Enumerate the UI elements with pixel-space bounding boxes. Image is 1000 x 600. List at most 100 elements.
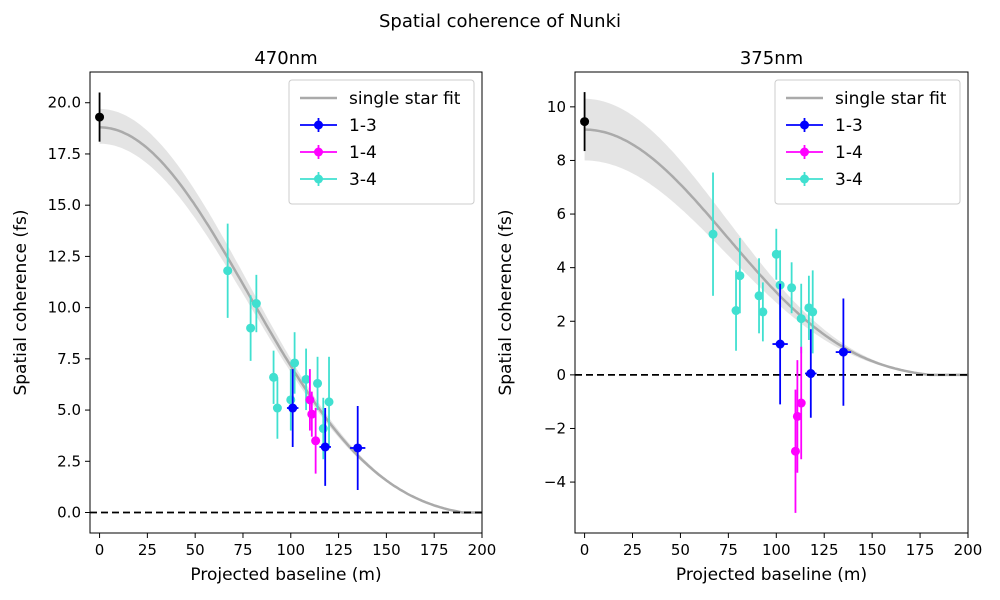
chart1-ytick-label-7: 10 — [547, 98, 566, 116]
chart0-fit-band — [99, 108, 482, 513]
chart1-zero-baseline-point — [580, 92, 590, 152]
chart0-legend: single star fit 1-3 1-4 3-4 — [288, 79, 475, 205]
chart0-xtick-label-5: 125 — [324, 541, 353, 559]
chart0-legend-entry-s13: 1-3 — [300, 116, 377, 136]
chart0-ytick-label-3: 7.5 — [57, 350, 81, 368]
chart0-ylabel: Spatial coherence (fs) — [11, 209, 31, 395]
chart0-point-3-4-8 — [313, 356, 323, 411]
chart1-xtick-label-2: 50 — [671, 541, 690, 559]
chart1-point-1-3-2 — [835, 298, 852, 406]
chart1-xtick-label-6: 150 — [858, 541, 887, 559]
chart0-title: 470nm — [254, 48, 317, 69]
chart0-point-3-4-9-marker — [318, 424, 328, 434]
chart0-fit-line — [99, 126, 482, 514]
chart1-ytick-label-2: 0 — [556, 366, 566, 384]
chart1-fit-band — [584, 98, 968, 375]
chart0-point-1-3-0-marker — [288, 403, 298, 413]
chart1-legend-marker-s13 — [800, 120, 809, 130]
chart0-xtick-label-2: 50 — [186, 541, 205, 559]
chart0-point-1-3-0 — [286, 369, 299, 447]
chart0-legend-entry-s34: 3-4 — [300, 170, 377, 190]
chart0-ytick-label-2: 5.0 — [57, 401, 81, 419]
chart0-ytick-label-8: 20.0 — [48, 94, 81, 112]
chart1-xtick-label-7: 175 — [906, 541, 935, 559]
chart0-point-3-4-10 — [324, 356, 334, 447]
chart0-point-3-4-2-marker — [251, 299, 261, 309]
chart1-legend-entry-s34: 3-4 — [786, 170, 863, 190]
chart0-point-3-4-7-marker — [301, 374, 311, 384]
chart0-point-1-4-0-marker — [305, 395, 315, 405]
chart0-point-1-3-2 — [350, 405, 366, 490]
chart1-xlabel: Projected baseline (m) — [676, 565, 867, 585]
chart0-ytick-label-4: 10.0 — [48, 299, 81, 317]
chart0-point-1-3-2-marker — [353, 443, 363, 453]
chart1-legend-label-s13: 1-3 — [835, 116, 863, 136]
chart0-ytick-label-5: 12.5 — [48, 247, 81, 265]
chart0-point-1-3-1 — [319, 408, 331, 486]
chart0-point-3-4-0-marker — [223, 266, 233, 276]
chart0-zero-baseline-point — [95, 92, 105, 142]
chart1-point-3-4-1 — [731, 270, 741, 351]
chart1-legend-label-s14: 1-4 — [835, 143, 863, 163]
chart0-legend-entry-s14: 1-4 — [300, 143, 377, 163]
chart1-point-3-4-8-marker — [796, 314, 806, 324]
chart1-point-1-4-0-marker — [790, 446, 800, 456]
chart1-legend-entry-fit: single star fit — [786, 89, 947, 109]
chart0-legend-label-s14: 1-4 — [349, 143, 377, 163]
chart0-legend-marker-s13 — [314, 120, 323, 130]
chart0-legend-label-fit: single star fit — [349, 89, 461, 109]
chart0-legend-marker-s34 — [314, 174, 323, 184]
chart1-title: 375nm — [740, 48, 803, 69]
chart0-point-3-4-6-marker — [290, 358, 300, 368]
chart1-legend-entry-s13: 1-3 — [786, 116, 863, 136]
chart1-point-3-4-4 — [758, 282, 768, 342]
chart0-xtick-label-3: 75 — [233, 541, 252, 559]
chart1-point-3-4-5-marker — [771, 249, 781, 259]
chart0-legend-marker-s14 — [314, 147, 323, 157]
chart1-point-1-4-1 — [792, 360, 802, 473]
chart0-point-3-4-2 — [251, 274, 261, 333]
chart0-ytick-label-6: 15.0 — [48, 196, 81, 214]
chart1-legend-label-fit: single star fit — [835, 89, 947, 109]
chart1-point-1-3-1-marker — [806, 369, 816, 379]
chart1-point-3-4-5 — [771, 228, 781, 280]
chart1-point-3-4-8 — [796, 283, 806, 354]
chart0-legend-box — [288, 79, 475, 205]
chart0-legend-entry-fit: single star fit — [300, 89, 461, 109]
chart1-xtick-label-4: 100 — [762, 541, 791, 559]
chart0-xtick-label-7: 175 — [420, 541, 449, 559]
chart-470nm: 0 25 50 75 100 125 150 175 200 0.0 2.5 5.0 7.5 10.0 12… — [11, 48, 496, 585]
chart0-xtick-label-8: 200 — [468, 541, 497, 559]
chart0-xlabel: Projected baseline (m) — [190, 565, 381, 585]
chart1-ylabel: Spatial coherence (fs) — [496, 209, 516, 395]
chart1-point-3-4-2-marker — [735, 271, 745, 281]
chart0-point-3-4-10-marker — [324, 397, 334, 407]
chart0-point-3-4-3-marker — [269, 372, 279, 382]
chart0-point-3-4-6 — [290, 332, 300, 394]
chart0-point-3-4-1 — [246, 295, 256, 361]
chart1-ytick-label-1: −2 — [544, 419, 566, 437]
chart1-point-3-4-10-marker — [808, 307, 818, 317]
chart0-point-3-4-4 — [272, 377, 282, 439]
chart1-ytick-label-0: −4 — [544, 473, 566, 491]
chart1-legend-marker-s34 — [800, 174, 809, 184]
chart1-xtick-label-1: 25 — [623, 541, 642, 559]
chart1-point-1-4-2 — [796, 346, 806, 460]
chart0-xtick-label-4: 100 — [276, 541, 305, 559]
chart0-legend-label-s34: 3-4 — [349, 170, 377, 190]
chart0-point-1-3-1-marker — [320, 442, 330, 452]
chart0-zero-baseline-point-marker — [95, 112, 105, 122]
chart-375nm: 0 25 50 75 100 125 150 175 200 −4 −2 0 2 4 6 8 10 375nm Pr… — [496, 48, 982, 585]
chart0-point-1-4-2 — [311, 408, 321, 474]
chart1-xtick-label-0: 0 — [580, 541, 590, 559]
chart1-point-3-4-7-marker — [787, 283, 797, 293]
chart1-point-3-4-1-marker — [731, 306, 741, 316]
chart0-point-1-4-2-marker — [311, 436, 321, 446]
chart0-point-3-4-8-marker — [313, 378, 323, 388]
chart0-point-1-4-1 — [307, 391, 317, 437]
chart1-fit-line — [584, 128, 968, 377]
chart0-xtick-label-1: 25 — [138, 541, 157, 559]
chart1-point-3-4-10 — [808, 270, 818, 354]
chart0-point-3-4-1-marker — [246, 323, 256, 333]
chart1-ytick-label-4: 4 — [556, 259, 566, 277]
